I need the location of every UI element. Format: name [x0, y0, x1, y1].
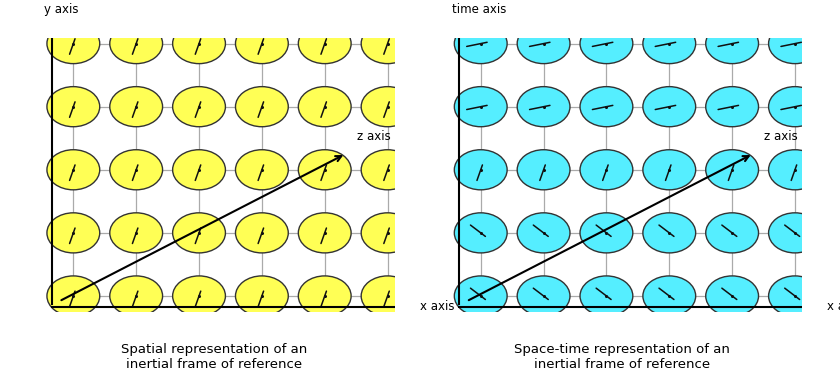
Circle shape	[454, 86, 507, 127]
Circle shape	[517, 150, 570, 190]
Circle shape	[173, 86, 225, 127]
Circle shape	[517, 86, 570, 127]
Circle shape	[235, 24, 288, 64]
Circle shape	[110, 213, 163, 253]
Circle shape	[706, 86, 759, 127]
Circle shape	[110, 24, 163, 64]
Circle shape	[298, 86, 351, 127]
Circle shape	[361, 213, 414, 253]
Circle shape	[580, 86, 633, 127]
Circle shape	[47, 86, 100, 127]
Circle shape	[580, 150, 633, 190]
Circle shape	[235, 276, 288, 316]
Circle shape	[298, 150, 351, 190]
Text: Space-time representation of an
inertial frame of reference: Space-time representation of an inertial…	[514, 343, 729, 371]
Circle shape	[110, 86, 163, 127]
Circle shape	[298, 24, 351, 64]
Circle shape	[706, 276, 759, 316]
Circle shape	[454, 150, 507, 190]
Circle shape	[517, 213, 570, 253]
Circle shape	[580, 24, 633, 64]
Circle shape	[173, 213, 225, 253]
Circle shape	[361, 276, 414, 316]
Text: z axis: z axis	[357, 130, 391, 143]
Circle shape	[643, 276, 696, 316]
Circle shape	[298, 276, 351, 316]
Circle shape	[454, 24, 507, 64]
Circle shape	[47, 24, 100, 64]
Circle shape	[47, 150, 100, 190]
Circle shape	[173, 276, 225, 316]
Circle shape	[454, 213, 507, 253]
Circle shape	[769, 24, 822, 64]
Text: x axis: x axis	[420, 301, 454, 314]
Circle shape	[580, 213, 633, 253]
Circle shape	[298, 213, 351, 253]
Text: z axis: z axis	[764, 130, 798, 143]
Circle shape	[110, 150, 163, 190]
Circle shape	[769, 213, 822, 253]
Circle shape	[706, 213, 759, 253]
Circle shape	[173, 24, 225, 64]
Circle shape	[517, 24, 570, 64]
Circle shape	[643, 213, 696, 253]
Circle shape	[706, 150, 759, 190]
Circle shape	[580, 276, 633, 316]
Circle shape	[361, 150, 414, 190]
Circle shape	[643, 150, 696, 190]
Text: x axis: x axis	[827, 301, 840, 314]
Text: time axis: time axis	[452, 3, 507, 16]
Circle shape	[706, 24, 759, 64]
Circle shape	[361, 24, 414, 64]
Circle shape	[173, 150, 225, 190]
Circle shape	[235, 86, 288, 127]
Circle shape	[517, 276, 570, 316]
Circle shape	[769, 150, 822, 190]
Circle shape	[47, 213, 100, 253]
Circle shape	[110, 276, 163, 316]
Circle shape	[454, 276, 507, 316]
Circle shape	[361, 86, 414, 127]
Circle shape	[47, 276, 100, 316]
Circle shape	[769, 276, 822, 316]
Circle shape	[643, 86, 696, 127]
Circle shape	[643, 24, 696, 64]
Circle shape	[235, 150, 288, 190]
Text: Spatial representation of an
inertial frame of reference: Spatial representation of an inertial fr…	[121, 343, 307, 371]
Circle shape	[235, 213, 288, 253]
Circle shape	[769, 86, 822, 127]
Text: y axis: y axis	[45, 3, 79, 16]
